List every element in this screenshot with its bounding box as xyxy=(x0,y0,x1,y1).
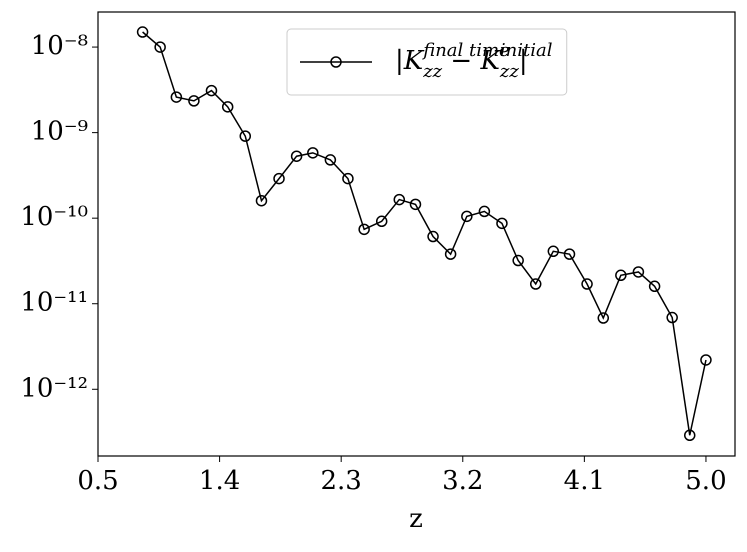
legend-label-part: | xyxy=(519,46,528,76)
data-point xyxy=(563,248,576,260)
data-point xyxy=(512,254,524,267)
data-point xyxy=(700,354,712,366)
x-tick-label: 0.5 xyxy=(77,466,118,496)
legend-marker xyxy=(330,56,342,68)
data-point xyxy=(461,210,473,223)
data-point xyxy=(154,41,166,53)
data-point xyxy=(307,147,319,159)
y-tick-label: 10⁻⁹ xyxy=(31,117,88,147)
data-point xyxy=(324,154,337,166)
legend-label-part: |K xyxy=(395,46,425,76)
data-point xyxy=(136,26,149,38)
legend: |Kfinal time zz − Kinitial zz| xyxy=(286,28,568,96)
y-tick-label: 10⁻¹⁰ xyxy=(20,202,88,232)
data-point xyxy=(409,198,422,211)
data-point xyxy=(255,194,268,207)
y-tick-label: 10⁻¹² xyxy=(20,373,88,403)
x-axis-label: z xyxy=(409,504,423,534)
data-point xyxy=(205,84,218,97)
data-point xyxy=(188,95,200,107)
data-point xyxy=(648,280,661,293)
legend-label-part: zz xyxy=(422,61,442,82)
data-point xyxy=(529,278,542,290)
data-point xyxy=(632,266,645,278)
data-point xyxy=(221,101,234,113)
data-point xyxy=(444,248,457,260)
y-tick-label: 10⁻¹¹ xyxy=(20,288,88,318)
data-point xyxy=(597,312,610,324)
legend-label: |Kfinal time zz − Kinitial zz| xyxy=(395,40,553,82)
data-point xyxy=(478,205,491,218)
data-line xyxy=(142,31,707,436)
data-point xyxy=(666,311,678,324)
data-point xyxy=(342,172,354,185)
data-point xyxy=(358,223,370,236)
plot-frame xyxy=(97,11,736,457)
data-point xyxy=(615,269,627,282)
y-tick-label: 10⁻⁸ xyxy=(31,31,88,61)
data-point xyxy=(393,193,406,206)
x-tick-label: 3.2 xyxy=(442,466,483,496)
data-point xyxy=(375,215,388,228)
legend-label-part: final time xyxy=(421,40,510,61)
data-point xyxy=(290,150,303,162)
data-point xyxy=(496,217,508,230)
legend-label-part: − K xyxy=(442,46,501,76)
legend-box xyxy=(286,28,568,96)
legend-label-part: zz xyxy=(499,61,519,82)
x-tick-label: 5.0 xyxy=(685,466,726,496)
data-point xyxy=(170,91,183,103)
x-tick-label: 4.1 xyxy=(564,466,605,496)
legend-label-part: initial xyxy=(500,40,553,61)
data-point xyxy=(239,130,252,142)
x-tick-label: 1.4 xyxy=(199,466,240,496)
data-point xyxy=(547,245,560,258)
data-point xyxy=(683,429,696,442)
data-point xyxy=(427,230,439,243)
data-point xyxy=(581,278,593,290)
data-point xyxy=(273,172,285,185)
x-tick-label: 2.3 xyxy=(321,466,362,496)
